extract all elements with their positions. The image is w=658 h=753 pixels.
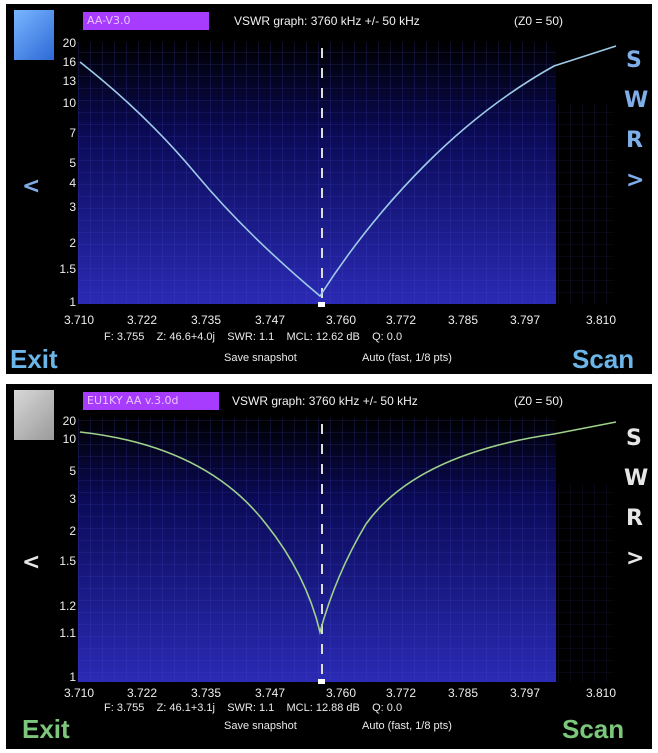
impedance-label: (Z0 = 50) [514, 14, 564, 28]
y-tick: 3 [69, 200, 76, 214]
swr-letter-r[interactable]: R [626, 506, 643, 531]
x-tick: 3.785 [448, 313, 479, 327]
y-tick: 1.5 [59, 554, 76, 568]
x-tick: 3.797 [510, 313, 541, 327]
version-label: EU1KY AA v.3.0d [83, 392, 219, 410]
exit-button[interactable]: Exit [10, 344, 58, 374]
x-tick: 3.785 [448, 686, 479, 700]
x-tick: 3.710 [64, 686, 95, 700]
swr-letter-r[interactable]: R [626, 128, 643, 153]
x-tick: 3.747 [255, 686, 286, 700]
x-tick: 3.735 [191, 313, 222, 327]
x-tick: 3.772 [386, 313, 417, 327]
x-tick: 3.735 [191, 686, 222, 700]
exit-button[interactable]: Exit [22, 714, 70, 744]
x-tick: 3.797 [510, 686, 541, 700]
y-tick: 5 [69, 156, 76, 170]
version-label: AA-V3.0 [83, 12, 209, 30]
vswr-plot [78, 418, 617, 684]
y-tick: 4 [69, 176, 76, 190]
swr-letter-s[interactable]: S [626, 426, 642, 451]
scroll-left-button[interactable]: < [22, 174, 41, 199]
x-tick: 3.722 [127, 686, 158, 700]
swr-letter-w[interactable]: W [624, 88, 649, 113]
swr-letter-w[interactable]: W [624, 466, 649, 491]
vswr-panel-1: AA-V3.0 VSWR graph: 3760 kHz +/- 50 kHz … [6, 4, 652, 374]
vswr-curve [79, 421, 617, 636]
y-tick: 1.1 [59, 626, 76, 640]
graph-header: VSWR graph: 3760 kHz +/- 50 kHz [232, 394, 418, 408]
x-tick: 3.710 [64, 313, 95, 327]
y-tick: 10 [62, 96, 76, 110]
scroll-left-button[interactable]: < [22, 550, 41, 575]
measurement-readout: F: 3.755 Z: 46.1+3.1j SWR: 1.1 MCL: 12.8… [104, 702, 403, 714]
snapshot-thumbnail[interactable] [14, 10, 54, 60]
vswr-panel-2: EU1KY AA v.3.0d VSWR graph: 3760 kHz +/-… [6, 384, 652, 749]
y-tick: 5 [69, 464, 76, 478]
y-tick: 2 [69, 524, 76, 538]
y-tick: 1 [69, 295, 76, 309]
snapshot-thumbnail[interactable] [14, 390, 54, 440]
marker-dot [318, 302, 325, 307]
impedance-label: (Z0 = 50) [514, 394, 564, 408]
y-tick: 20 [62, 36, 76, 50]
y-tick: 7 [69, 126, 76, 140]
y-tick: 10 [62, 432, 76, 446]
swr-letter-s[interactable]: S [626, 48, 642, 73]
scan-button[interactable]: Scan [572, 344, 635, 374]
y-tick: 1.2 [59, 599, 76, 613]
save-snapshot-button[interactable]: Save snapshot [224, 720, 297, 732]
save-snapshot-button[interactable]: Save snapshot [224, 352, 297, 364]
y-tick: 20 [62, 414, 76, 428]
vswr-plot [78, 42, 617, 307]
auto-mode-button[interactable]: Auto (fast, 1/8 pts) [362, 720, 452, 732]
scroll-right-button[interactable]: > [626, 546, 645, 571]
y-tick: 13 [62, 74, 76, 88]
y-tick: 1.5 [59, 262, 76, 276]
x-tick: 3.810 [586, 313, 617, 327]
x-tick: 3.810 [586, 686, 617, 700]
graph-header: VSWR graph: 3760 kHz +/- 50 kHz [234, 14, 420, 28]
x-tick: 3.760 [326, 686, 357, 700]
scan-button[interactable]: Scan [562, 714, 625, 744]
scroll-right-button[interactable]: > [626, 168, 645, 193]
vswr-curve [79, 45, 617, 298]
y-tick: 16 [62, 55, 76, 69]
measurement-readout: F: 3.755 Z: 46.6+4.0j SWR: 1.1 MCL: 12.6… [104, 331, 403, 343]
x-tick: 3.772 [386, 686, 417, 700]
marker-dot [318, 679, 325, 684]
x-tick: 3.722 [127, 313, 158, 327]
y-tick: 3 [69, 492, 76, 506]
auto-mode-button[interactable]: Auto (fast, 1/8 pts) [362, 352, 452, 364]
x-tick: 3.747 [255, 313, 286, 327]
y-tick: 1 [69, 670, 76, 684]
y-tick: 2 [69, 236, 76, 250]
x-tick: 3.760 [326, 313, 357, 327]
